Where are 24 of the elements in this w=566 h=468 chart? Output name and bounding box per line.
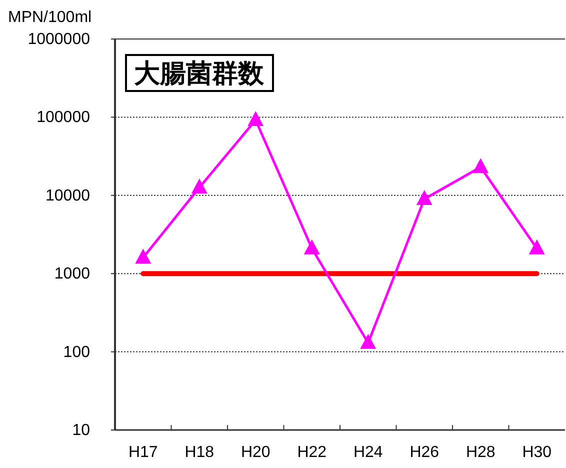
y-tick-label: 1000000	[28, 31, 90, 48]
x-tick-label: H26	[410, 444, 440, 461]
x-tick-label: H17	[128, 444, 158, 461]
point	[135, 248, 152, 264]
y-tick-label: 10000	[46, 187, 90, 204]
point	[360, 334, 376, 349]
point	[304, 239, 320, 254]
point	[416, 190, 432, 205]
y-axis-title: MPN/100ml	[8, 9, 92, 26]
point	[528, 239, 545, 254]
y-tick-label: 1000	[54, 266, 90, 283]
x-tick-label: H20	[240, 444, 270, 461]
x-tick-label: H22	[297, 444, 327, 461]
y-tick-label: 10	[72, 422, 90, 439]
y-tick-label: 100	[63, 344, 90, 361]
x-tick-label: H24	[353, 444, 383, 461]
x-tick-label: H30	[522, 444, 552, 461]
x-tick-label: H28	[466, 444, 496, 461]
text: 大腸菌群数	[134, 58, 265, 88]
point	[248, 111, 264, 126]
x-tick-label: H18	[184, 444, 214, 461]
point	[191, 178, 208, 194]
y-tick-label: 100000	[36, 109, 90, 126]
point	[472, 158, 489, 174]
